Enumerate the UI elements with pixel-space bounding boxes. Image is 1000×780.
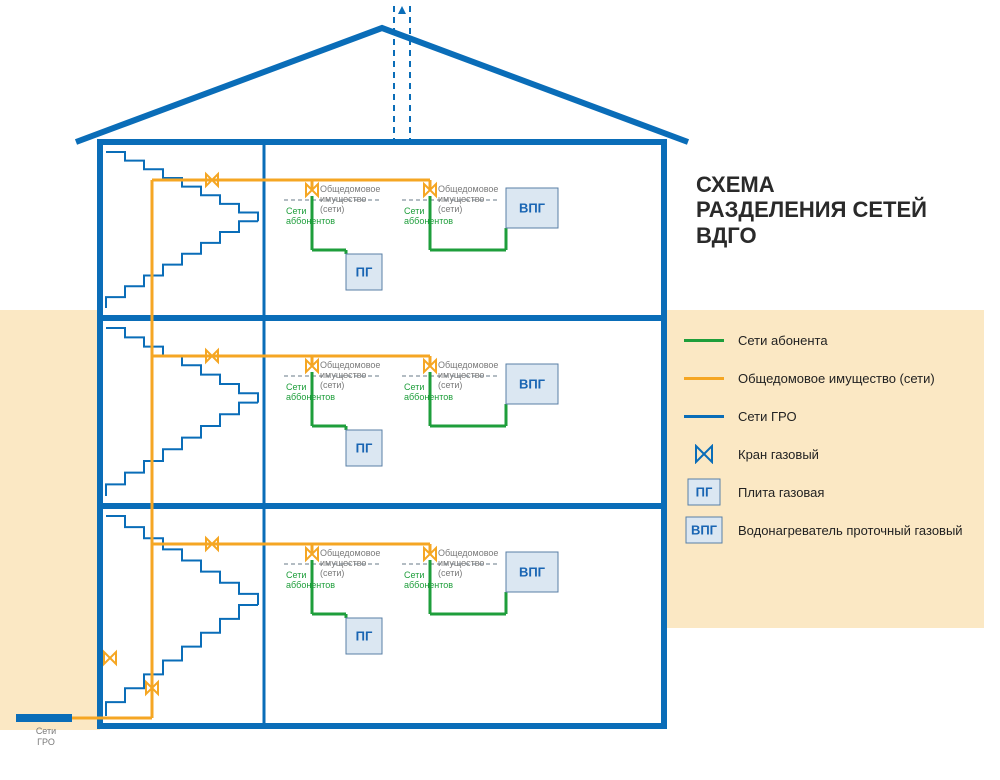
svg-text:ПГ: ПГ [356,264,373,279]
svg-text:Сети: Сети [286,382,306,392]
pg-icon: ПГ [684,480,724,504]
legend-row-subscriber: Сети абонента [684,328,966,352]
svg-text:Сети: Сети [286,570,306,580]
svg-text:ВПГ: ВПГ [691,522,718,537]
svg-text:Общедомовое: Общедомовое [320,184,380,194]
svg-text:(сети): (сети) [320,380,344,390]
svg-text:имущество: имущество [320,370,366,380]
svg-text:Общедомовое: Общедомовое [438,184,498,194]
legend-panel: Сети абонента Общедомовое имущество (сет… [666,310,984,628]
svg-text:Сети: Сети [36,726,56,736]
svg-text:Сети: Сети [404,206,424,216]
svg-text:имущество: имущество [438,558,484,568]
svg-text:Сети: Сети [404,570,424,580]
legend-swatch-line [684,328,724,352]
legend-label: Кран газовый [738,447,819,462]
svg-text:Общедомовое: Общедомовое [438,360,498,370]
svg-text:(сети): (сети) [320,568,344,578]
svg-text:аббонентов: аббонентов [286,580,335,590]
svg-text:имущество: имущество [438,370,484,380]
svg-text:Сети: Сети [404,382,424,392]
legend-label: Водонагреватель проточный газовый [738,523,963,538]
legend-row-gro: Сети ГРО [684,404,966,428]
svg-text:аббонентов: аббонентов [404,392,453,402]
svg-text:имущество: имущество [320,194,366,204]
legend-swatch-line [684,366,724,390]
legend-label: Сети абонента [738,333,828,348]
vpg-icon: ВПГ [684,518,724,542]
svg-text:Общедомовое: Общедомовое [320,548,380,558]
svg-text:(сети): (сети) [438,568,462,578]
svg-text:аббонентов: аббонентов [286,216,335,226]
svg-text:(сети): (сети) [320,204,344,214]
svg-text:аббонентов: аббонентов [404,216,453,226]
svg-text:аббонентов: аббонентов [286,392,335,402]
legend-row-common: Общедомовое имущество (сети) [684,366,966,390]
svg-text:ВПГ: ВПГ [519,376,546,391]
svg-text:аббонентов: аббонентов [404,580,453,590]
svg-text:ВПГ: ВПГ [519,200,546,215]
svg-text:Сети: Сети [286,206,306,216]
svg-text:имущество: имущество [438,194,484,204]
svg-text:(сети): (сети) [438,380,462,390]
svg-text:Общедомовое: Общедомовое [320,360,380,370]
legend-row-valve: Кран газовый [684,442,966,466]
valve-icon [684,442,724,466]
svg-text:ПГ: ПГ [696,484,713,499]
svg-text:ВПГ: ВПГ [519,564,546,579]
legend-label: Общедомовое имущество (сети) [738,371,935,386]
legend-swatch-line [684,404,724,428]
svg-text:ПГ: ПГ [356,440,373,455]
title-line: СХЕМА [696,172,927,197]
svg-text:ПГ: ПГ [356,628,373,643]
legend-label: Плита газовая [738,485,824,500]
legend-row-vpg: ВПГ Водонагреватель проточный газовый [684,518,966,542]
legend-row-pg: ПГ Плита газовая [684,480,966,504]
svg-text:ГРО: ГРО [37,737,55,747]
title-line: ВДГО [696,223,927,248]
legend-label: Сети ГРО [738,409,797,424]
title-line: РАЗДЕЛЕНИЯ СЕТЕЙ [696,197,927,222]
svg-text:Общедомовое: Общедомовое [438,548,498,558]
svg-text:(сети): (сети) [438,204,462,214]
svg-text:имущество: имущество [320,558,366,568]
diagram-title: СХЕМА РАЗДЕЛЕНИЯ СЕТЕЙ ВДГО [696,172,927,248]
